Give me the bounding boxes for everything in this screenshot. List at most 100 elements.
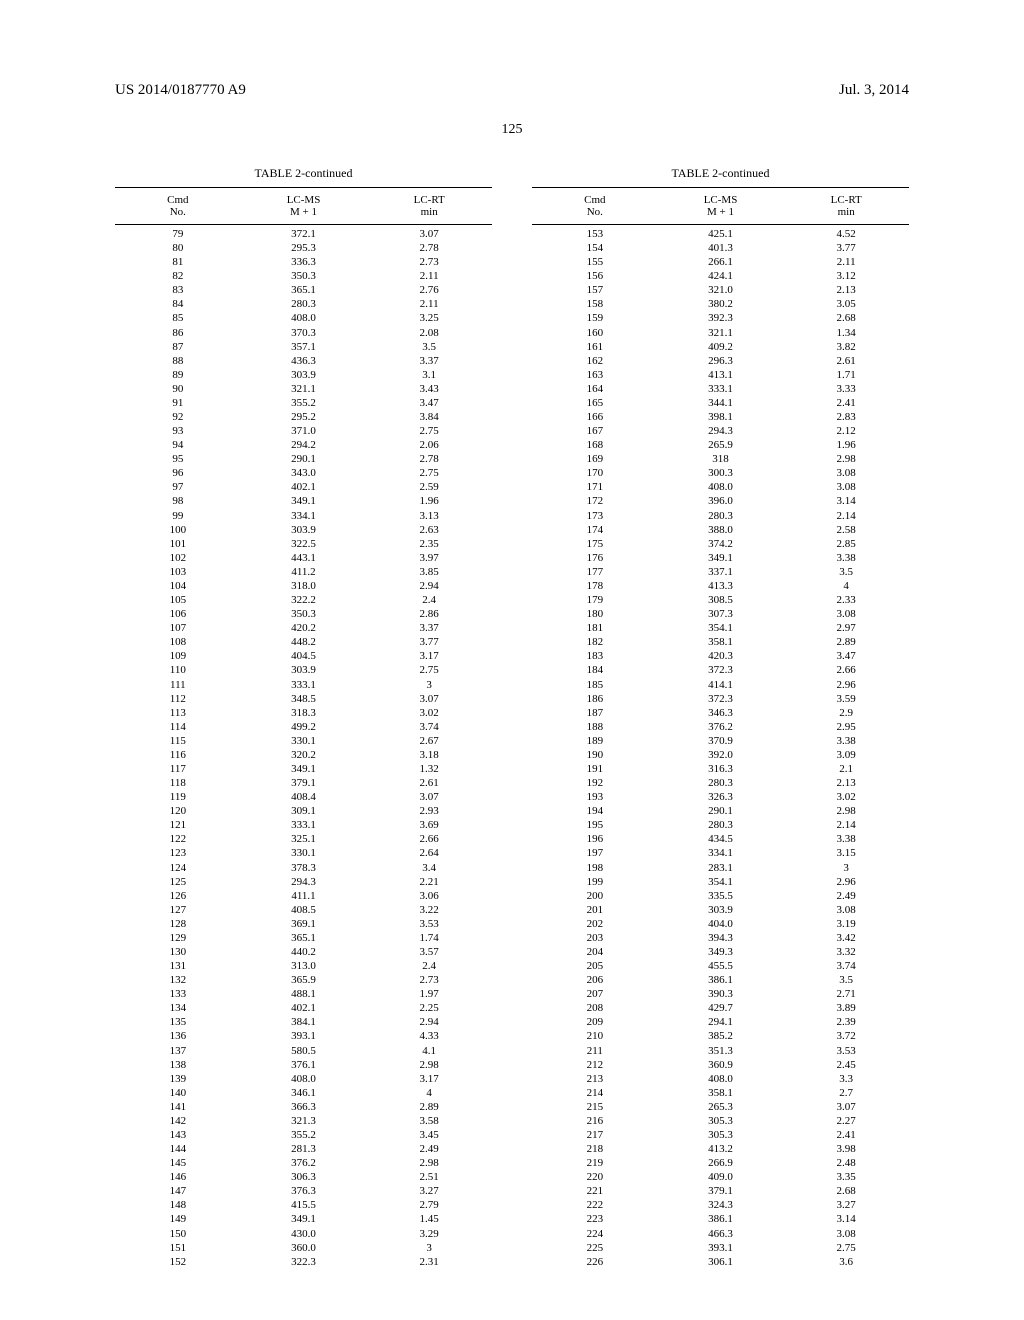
table-row: 201303.93.08 xyxy=(532,903,909,917)
table-row: 84280.32.11 xyxy=(115,297,492,311)
cell: 2.89 xyxy=(783,635,909,649)
table-row: 134402.12.25 xyxy=(115,1001,492,1015)
cell: 3 xyxy=(783,861,909,875)
cell: 350.3 xyxy=(241,607,367,621)
table-row: 108448.23.77 xyxy=(115,635,492,649)
cell: 355.2 xyxy=(241,1128,367,1142)
table-row: 219266.92.48 xyxy=(532,1156,909,1170)
cell: 3.37 xyxy=(366,354,492,368)
table-row: 193326.33.02 xyxy=(532,790,909,804)
cell: 91 xyxy=(115,396,241,410)
cell: 99 xyxy=(115,509,241,523)
cell: 182 xyxy=(532,635,658,649)
table-row: 196434.53.38 xyxy=(532,832,909,846)
table-row: 181354.12.97 xyxy=(532,621,909,635)
cell: 408.4 xyxy=(241,790,367,804)
cell: 143 xyxy=(115,1128,241,1142)
cell: 316.3 xyxy=(658,762,784,776)
cell: 125 xyxy=(115,875,241,889)
cell: 3.19 xyxy=(783,917,909,931)
cell: 2.25 xyxy=(366,1001,492,1015)
table-row: 204349.33.32 xyxy=(532,945,909,959)
cell: 196 xyxy=(532,832,658,846)
cell: 294.3 xyxy=(658,424,784,438)
cell: 2.31 xyxy=(366,1255,492,1269)
cell: 388.0 xyxy=(658,523,784,537)
cell: 499.2 xyxy=(241,720,367,734)
cell: 116 xyxy=(115,748,241,762)
cell: 370.3 xyxy=(241,326,367,340)
table-row: 166398.12.83 xyxy=(532,410,909,424)
cell: 376.3 xyxy=(241,1184,367,1198)
cell: 177 xyxy=(532,565,658,579)
table-row: 151360.03 xyxy=(115,1241,492,1255)
cell: 2.49 xyxy=(366,1142,492,1156)
cell: 2.86 xyxy=(366,607,492,621)
publication-number: US 2014/0187770 A9 xyxy=(115,82,246,99)
cell: 392.0 xyxy=(658,748,784,762)
cell: 2.75 xyxy=(783,1241,909,1255)
cell: 2.13 xyxy=(783,283,909,297)
table-row: 117349.11.32 xyxy=(115,762,492,776)
cell: 413.1 xyxy=(658,368,784,382)
cell: 333.1 xyxy=(241,678,367,692)
cell: 226 xyxy=(532,1255,658,1269)
cell: 141 xyxy=(115,1100,241,1114)
cell: 111 xyxy=(115,678,241,692)
rule xyxy=(532,224,909,225)
column-headers-left: Cmd No. LC-MS M + 1 LC-RT min xyxy=(115,190,492,222)
cell: 169 xyxy=(532,452,658,466)
table-row: 155266.12.11 xyxy=(532,255,909,269)
cell: 2.61 xyxy=(783,354,909,368)
cell: 3 xyxy=(366,1241,492,1255)
table-row: 111333.13 xyxy=(115,678,492,692)
cell: 266.9 xyxy=(658,1156,784,1170)
cell: 295.2 xyxy=(241,410,367,424)
cell: 2.11 xyxy=(783,255,909,269)
cell: 209 xyxy=(532,1015,658,1029)
rule xyxy=(532,187,909,188)
table-row: 180307.33.08 xyxy=(532,607,909,621)
cell: 2.98 xyxy=(783,804,909,818)
table-row: 153425.14.52 xyxy=(532,227,909,241)
cell: 151 xyxy=(115,1241,241,1255)
cell: 280.3 xyxy=(658,818,784,832)
cell: 313.0 xyxy=(241,959,367,973)
cell: 415.5 xyxy=(241,1198,367,1212)
cell: 2.63 xyxy=(366,523,492,537)
cell: 183 xyxy=(532,649,658,663)
column-headers-right: Cmd No. LC-MS M + 1 LC-RT min xyxy=(532,190,909,222)
cell: 349.1 xyxy=(241,494,367,508)
table-row: 124378.33.4 xyxy=(115,861,492,875)
cell: 294.2 xyxy=(241,438,367,452)
cell: 2.83 xyxy=(783,410,909,424)
cell: 2.67 xyxy=(366,734,492,748)
page-header: US 2014/0187770 A9 Jul. 3, 2014 xyxy=(115,82,909,99)
cell: 120 xyxy=(115,804,241,818)
cell: 2.35 xyxy=(366,537,492,551)
cell: 374.2 xyxy=(658,537,784,551)
cell: 180 xyxy=(532,607,658,621)
cell: 188 xyxy=(532,720,658,734)
publication-date: Jul. 3, 2014 xyxy=(839,82,909,99)
cell: 488.1 xyxy=(241,987,367,1001)
table-row: 137580.54.1 xyxy=(115,1044,492,1058)
table-row: 121333.13.69 xyxy=(115,818,492,832)
table-row: 136393.14.33 xyxy=(115,1029,492,1043)
cell: 86 xyxy=(115,326,241,340)
cell: 2.97 xyxy=(783,621,909,635)
table-row: 171408.03.08 xyxy=(532,480,909,494)
col-cmd-no: Cmd No. xyxy=(532,194,658,218)
cell: 2.75 xyxy=(366,424,492,438)
cell: 108 xyxy=(115,635,241,649)
cell: 113 xyxy=(115,706,241,720)
cell: 3.25 xyxy=(366,311,492,325)
cell: 93 xyxy=(115,424,241,438)
table-row: 94294.22.06 xyxy=(115,438,492,452)
cell: 3.38 xyxy=(783,551,909,565)
table-row: 175374.22.85 xyxy=(532,537,909,551)
cell: 3.82 xyxy=(783,340,909,354)
table-row: 89303.93.1 xyxy=(115,368,492,382)
table-row: 120309.12.93 xyxy=(115,804,492,818)
cell: 3.02 xyxy=(783,790,909,804)
